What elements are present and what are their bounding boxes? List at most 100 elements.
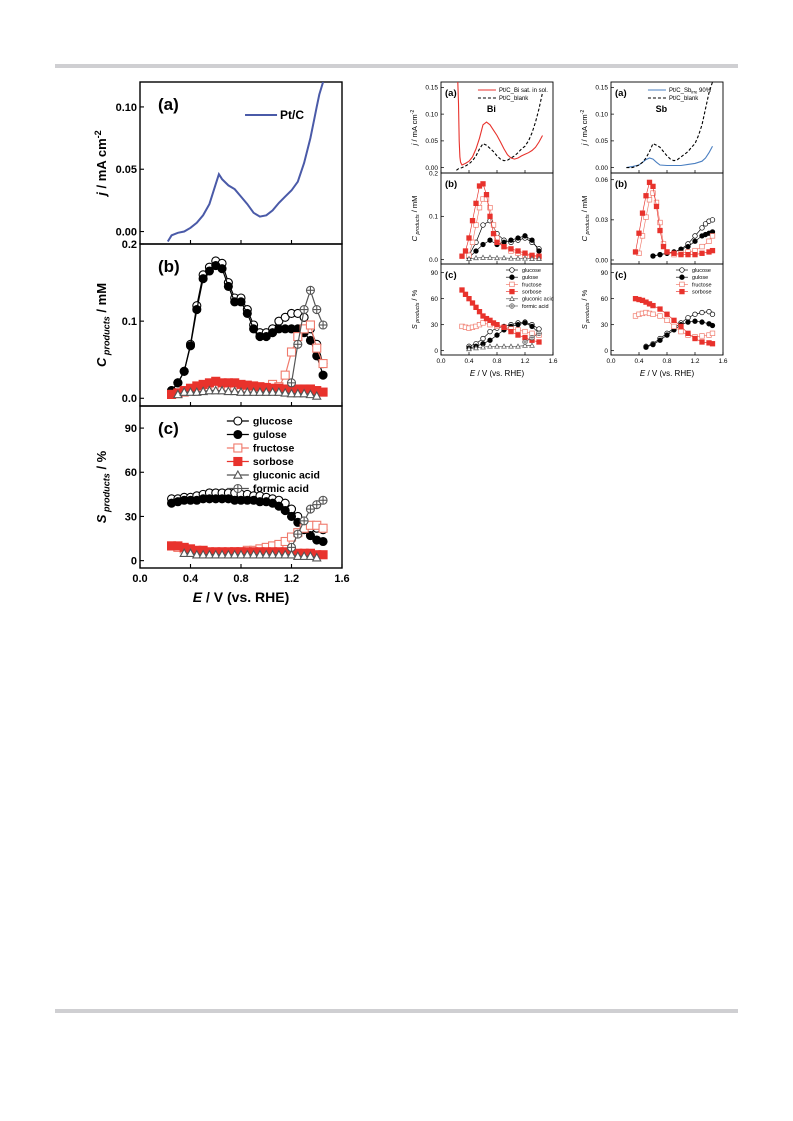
point-formic-acid: [312, 305, 322, 315]
x-tick-label: 1.6: [548, 358, 557, 365]
point-gulose: [305, 531, 315, 541]
legend-label: Pt/C_blank: [669, 96, 699, 102]
point-gluconic-acid: [267, 549, 278, 559]
legend-label: sorbose: [692, 290, 712, 296]
point-fructose: [293, 332, 303, 342]
point-sorbose: [671, 250, 677, 256]
y-label-unit: / mA cm: [410, 114, 419, 143]
point-sorbose: [664, 249, 670, 255]
legend-marker: [233, 456, 243, 467]
point-sorbose: [490, 231, 497, 237]
point-gluconic-acid: [236, 386, 246, 396]
point-gulose: [692, 238, 698, 244]
x-tick-label: 0.0: [132, 573, 147, 585]
panel-tag: (a): [158, 95, 179, 114]
point-sorbose: [515, 248, 521, 254]
y-axis-label: S products / %: [94, 450, 111, 523]
legend-label: Pt/C: [280, 108, 304, 122]
y-label-symbol: j: [410, 143, 419, 146]
y-label-unit: / mM: [410, 196, 419, 215]
x-tick-label: 0.4: [634, 358, 643, 365]
point-gluconic-acid: [210, 549, 221, 559]
point-gulose: [685, 243, 691, 250]
panel-frame: [440, 172, 554, 265]
point-fructose: [664, 317, 670, 323]
y-label-sup: -2: [580, 110, 586, 115]
point-gulose: [173, 378, 183, 388]
point-gulose: [223, 281, 233, 291]
plot-body: [459, 287, 542, 352]
point-fructose: [490, 222, 497, 228]
point-glucose: [709, 311, 716, 317]
point-glucose: [536, 326, 542, 332]
point-gluconic-acid: [311, 552, 322, 562]
y-label-sub: products: [585, 302, 591, 324]
point-gluconic-acid: [191, 386, 202, 396]
panel-tag: (b): [158, 257, 180, 276]
point-gulose: [236, 297, 246, 307]
point-gluconic-acid: [273, 549, 284, 559]
legend-label: gulose: [253, 429, 287, 441]
y-label-symbol: j: [580, 143, 589, 146]
panel-annotation: Sb: [656, 104, 668, 114]
panel-bi-0: 0.00 0.05 0.10 0.15 (a) Bi j / mA cm-2 Pt/C_Bi …: [410, 81, 554, 174]
point-sorbose: [462, 248, 469, 254]
y-label-symbol: C: [410, 235, 419, 241]
y-tick-label: 0: [131, 555, 137, 567]
legend-label: formic acid: [253, 483, 309, 495]
point-fructose: [318, 523, 328, 533]
point-sorbose: [699, 250, 705, 256]
point-gluconic-acid: [473, 254, 479, 261]
point-gluconic-acid: [501, 254, 507, 261]
y-tick-label: 90: [431, 270, 439, 277]
x-tick-label: 1.2: [284, 573, 299, 585]
point-gulose: [529, 237, 535, 243]
point-sorbose: [536, 339, 542, 345]
plot-body: [166, 82, 325, 243]
point-fructose: [473, 222, 479, 228]
point-gluconic-acid: [305, 389, 316, 399]
legend-marker: [509, 274, 515, 280]
point-sorbose: [678, 323, 684, 330]
point-fructose: [671, 323, 677, 330]
point-fructose: [483, 196, 490, 202]
y-tick-label: 0.0: [429, 257, 438, 264]
point-gluconic-acid: [179, 386, 190, 396]
point-sorbose: [469, 218, 476, 224]
legend-label: gulose: [522, 275, 538, 281]
point-gluconic-acid: [267, 386, 278, 396]
point-sorbose: [685, 251, 691, 258]
point-gluconic-acid: [255, 386, 265, 396]
y-label-symbol: j: [94, 192, 109, 198]
point-gluconic-acid: [494, 343, 500, 349]
point-glucose: [487, 328, 493, 335]
x-tick-label: 0.8: [492, 358, 501, 365]
panel-bi-2: 0 30 60 90 (c) S products / % glucosegulosefru…: [410, 263, 558, 378]
point-sorbose: [671, 317, 677, 323]
point-fructose: [650, 190, 656, 196]
legend-marker: [679, 267, 685, 273]
point-fructose: [476, 205, 483, 211]
point-gluconic-acid: [311, 390, 322, 400]
y-tick-label: 0.05: [425, 138, 438, 145]
point-gulose: [501, 239, 507, 245]
y-tick-label: 30: [125, 511, 137, 523]
legend-marker: [233, 483, 243, 494]
point-fructose: [650, 311, 656, 317]
point-gulose: [494, 332, 500, 338]
y-axis-label: S products / %: [580, 289, 591, 329]
y-tick-label: 90: [125, 423, 137, 435]
legend-label: fructose: [522, 282, 542, 288]
legend-label: sorbose: [253, 456, 294, 468]
point-gluconic-acid: [292, 388, 303, 398]
point-glucose: [692, 311, 698, 317]
point-sorbose: [462, 291, 469, 297]
point-sorbose: [459, 287, 465, 293]
x-tick-label: 1.2: [520, 358, 529, 365]
point-gluconic-acid: [494, 254, 500, 261]
point-fructose: [312, 343, 322, 353]
panel-sb-2: 0 30 60 90 (c) S products / % glucosegulosefru…: [580, 263, 728, 378]
x-label-unit: / V (vs. RHE): [202, 589, 289, 605]
y-label-sup: -2: [410, 110, 416, 115]
point-glucose: [706, 309, 712, 315]
